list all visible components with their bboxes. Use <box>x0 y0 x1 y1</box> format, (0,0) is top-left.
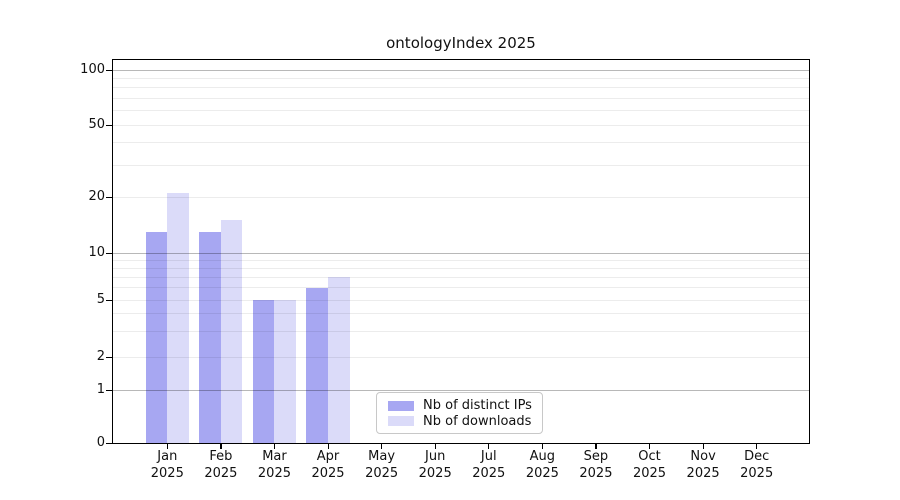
bar-ips-apr <box>306 287 329 443</box>
x-tick-label-feb: Feb 2025 <box>204 449 238 481</box>
y-tick-mark-10 <box>106 252 112 254</box>
minor-gridline-4 <box>113 313 809 315</box>
minor-gridline-6 <box>113 287 809 289</box>
bar-downloads-feb <box>220 220 243 443</box>
x-tick-label-jan: Jan 2025 <box>150 449 184 481</box>
y-tick-mark-50 <box>106 124 112 126</box>
minor-gridline-90 <box>113 77 809 79</box>
y-tick-label-0: 0 <box>96 435 105 450</box>
x-tick-label-jun: Jun 2025 <box>418 449 452 481</box>
x-tick-mark-mar <box>273 444 276 449</box>
legend-row-distinct-ips: Nb of distinct IPs <box>388 398 533 414</box>
y-tick-mark-2 <box>106 356 112 358</box>
x-tick-mark-apr <box>327 444 329 449</box>
y-tick-mark-0 <box>106 442 112 444</box>
bar-ips-jan <box>145 231 168 443</box>
y-tick-mark-100 <box>106 69 112 71</box>
y-tick-label-5: 5 <box>96 292 105 307</box>
legend-label-downloads: Nb of downloads <box>423 413 532 429</box>
legend-swatch-downloads <box>388 416 414 427</box>
x-tick-mark-sep <box>595 444 597 449</box>
x-tick-label-may: May 2025 <box>365 449 399 481</box>
y-tick-mark-5 <box>106 299 112 301</box>
x-tick-label-oct: Oct 2025 <box>632 449 667 481</box>
x-tick-label-nov: Nov 2025 <box>686 449 720 481</box>
major-gridline-100 <box>113 69 809 71</box>
y-tick-label-10: 10 <box>88 245 105 260</box>
y-tick-label-20: 20 <box>88 189 105 204</box>
minor-gridline-70 <box>113 97 809 99</box>
x-tick-label-dec: Dec 2025 <box>740 449 774 481</box>
x-tick-mark-jul <box>488 444 490 449</box>
x-tick-label-aug: Aug 2025 <box>525 449 559 481</box>
x-tick-label-apr: Apr 2025 <box>311 449 345 481</box>
x-tick-mark-feb <box>220 444 222 449</box>
major-gridline-10 <box>113 252 809 254</box>
legend-label-distinct-ips: Nb of distinct IPs <box>423 398 532 414</box>
bar-downloads-apr <box>328 277 350 443</box>
y-tick-label-2: 2 <box>96 349 105 364</box>
minor-gridline-3 <box>113 331 809 333</box>
minor-gridline-50 <box>113 124 809 126</box>
x-tick-mark-aug <box>541 444 544 449</box>
major-gridline-1 <box>113 389 809 391</box>
x-tick-label-sep: Sep 2025 <box>579 449 613 481</box>
x-tick-label-jul: Jul 2025 <box>472 449 506 481</box>
legend: Nb of distinct IPs Nb of downloads <box>376 392 543 434</box>
chart-title: ontologyIndex 2025 <box>386 34 536 52</box>
x-tick-mark-nov <box>702 444 704 449</box>
x-tick-mark-oct <box>649 444 651 449</box>
minor-gridline-80 <box>113 87 809 89</box>
bar-downloads-jan <box>167 193 189 443</box>
bar-ips-feb <box>199 231 221 443</box>
bar-ips-mar <box>252 300 275 443</box>
minor-gridline-40 <box>113 142 809 144</box>
minor-gridline-20 <box>113 196 809 198</box>
x-tick-mark-jun <box>434 444 436 449</box>
bar-downloads-mar <box>274 300 297 443</box>
minor-gridline-9 <box>113 259 809 261</box>
y-tick-label-100: 100 <box>80 62 105 77</box>
x-tick-mark-may <box>381 444 383 449</box>
minor-gridline-7 <box>113 276 809 278</box>
minor-gridline-60 <box>113 110 809 112</box>
x-tick-mark-dec <box>756 444 758 449</box>
legend-swatch-distinct-ips <box>388 400 414 411</box>
legend-row-downloads: Nb of downloads <box>388 414 533 430</box>
y-tick-label-50: 50 <box>88 117 105 132</box>
y-tick-label-1: 1 <box>96 382 105 397</box>
x-tick-mark-jan <box>166 444 168 449</box>
y-tick-mark-20 <box>106 196 112 198</box>
minor-gridline-30 <box>113 164 809 166</box>
minor-gridline-8 <box>113 267 809 269</box>
minor-gridline-5 <box>113 299 809 301</box>
minor-gridline-2 <box>113 356 809 358</box>
x-tick-label-mar: Mar 2025 <box>257 449 291 481</box>
y-tick-mark-1 <box>106 389 112 391</box>
